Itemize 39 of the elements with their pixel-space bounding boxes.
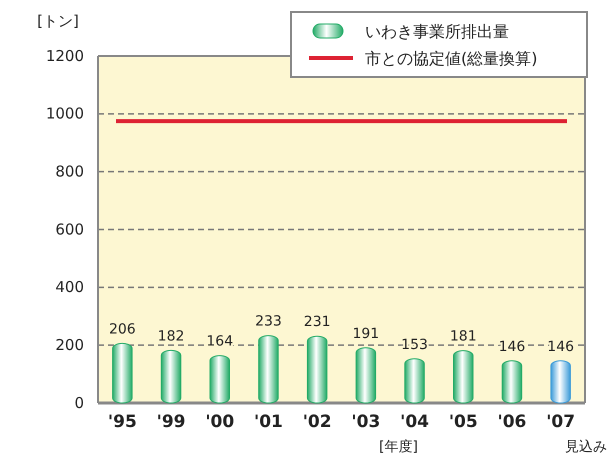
y-tick-label: 1000: [46, 104, 84, 123]
y-tick-label: 200: [55, 336, 84, 354]
x-tick-label: '07: [546, 412, 576, 432]
x-tick-label: '99: [156, 412, 186, 432]
data-label: 191: [352, 326, 380, 342]
legend-label: いわき事業所排出量: [365, 22, 509, 41]
x-tick-label: '95: [108, 412, 137, 432]
data-label: 153: [401, 336, 428, 353]
x-tick-label: '03: [351, 412, 380, 432]
bar: [210, 355, 230, 404]
y-tick-label: 1200: [46, 46, 84, 65]
bar: [502, 360, 522, 404]
bar: [356, 347, 376, 404]
bar: [112, 342, 133, 404]
bar: [404, 358, 425, 404]
x-tick-label: '01: [254, 412, 283, 432]
text: 見込み: [565, 439, 607, 455]
y-tick-label: 800: [55, 162, 84, 180]
legend-label: 市との協定値(総量換算): [365, 49, 538, 68]
x-tick-label: '00: [205, 412, 234, 432]
x-tick-label: '06: [498, 412, 526, 432]
x-tick-label: '02: [302, 412, 332, 432]
data-label: 206: [108, 321, 136, 338]
bar: [550, 360, 571, 404]
bar: [160, 350, 182, 404]
y-tick-label: 400: [55, 278, 84, 296]
data-label: 181: [450, 328, 477, 345]
data-label: 231: [304, 314, 331, 330]
y-tick-label: 600: [55, 220, 84, 238]
bar: [306, 336, 328, 404]
x-axis-title: [年度]: [379, 439, 418, 455]
bar: [258, 335, 279, 404]
data-label: 233: [255, 314, 282, 330]
x-tick-label: '05: [448, 412, 478, 432]
bar: [453, 350, 474, 404]
x-tick-label: '04: [400, 412, 430, 432]
data-label: 182: [158, 328, 184, 344]
y-tick-label: 0: [74, 394, 84, 412]
y-axis-title: [トン]: [37, 12, 79, 30]
